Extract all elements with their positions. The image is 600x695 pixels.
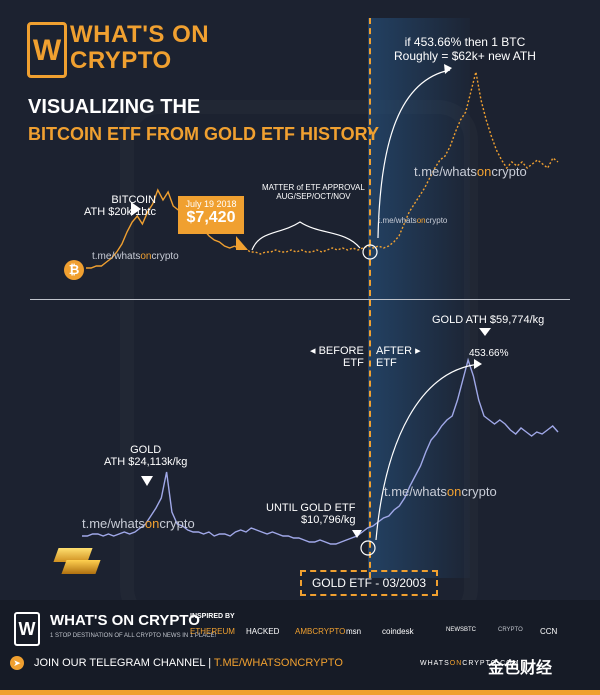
footer-tagline: 1 STOP DESTINATION OF ALL CRYPTO NEWS IN… — [50, 633, 217, 639]
gold-early-ath-line-2: ATH $24,113k/kg — [104, 456, 188, 468]
watermark-btc-small: t.me/whatsoncrypto — [378, 216, 448, 225]
bottom-accent-bar — [0, 690, 600, 695]
after-etf-highlight-band — [368, 18, 470, 578]
partner-ambcrypto[interactable]: AMBCRYPTO — [295, 627, 346, 636]
btc-projection-line-2: Roughly = $62k+ new ATH — [394, 49, 536, 63]
gold-pct-label: 453.66% — [469, 348, 509, 359]
btc-price-date: July 19 2018 — [185, 199, 237, 209]
partner-crypto[interactable]: CRYPTO — [498, 627, 523, 633]
btc-ath-label-1: BITCOIN — [111, 194, 156, 206]
gold-chart — [82, 357, 559, 545]
gold-etf-marker-circle — [360, 540, 376, 556]
btc-projection-arrow — [377, 69, 451, 239]
footer — [0, 600, 600, 695]
partner-msn[interactable]: msn — [346, 627, 362, 636]
approval-annotation: MATTER of ETF APPROVAL AUG/SEP/OCT/NOV — [262, 183, 365, 201]
after-etf-line-1: AFTER ▸ — [376, 345, 421, 357]
approval-brace — [251, 221, 361, 251]
title-line2: BITCOIN ETF FROM GOLD ETF HISTORY — [28, 124, 379, 144]
before-etf-label: ◂ BEFORE ETF — [310, 344, 364, 369]
btc-price-box: July 19 2018 $7,420 — [178, 196, 244, 234]
title-line1: VISUALIZING THE — [28, 96, 201, 118]
website-link[interactable]: WHATSONCRYPTO.COM — [420, 660, 520, 667]
jinse-stamp-watermark: 金色财经 — [488, 660, 553, 677]
telegram-icon: ➤ — [10, 656, 24, 670]
brand-name-line2: CRYPTO — [70, 47, 172, 74]
gold-ath-top-label: GOLD ATH $59,774/kg — [432, 314, 545, 326]
btc-ath-annotation: BITCOIN ATH $20k/1btc — [84, 194, 156, 218]
watermark-gold-left: t.me/whatsoncrypto — [82, 516, 195, 531]
footer-brand: WHAT'S ON CRYPTO — [50, 612, 200, 629]
btc-price-value: $7,420 — [186, 209, 236, 226]
watermark-btc-right: t.me/whatsoncrypto — [414, 164, 527, 179]
gold-series-line — [82, 357, 559, 545]
before-etf-line-2: ETF — [343, 357, 364, 369]
btc-series-line-dotted — [234, 71, 559, 255]
gold-until-annotation: UNTIL GOLD ETF $10,796/kg — [266, 502, 355, 526]
watermark-btc-left: t.me/whatsoncrypto — [92, 251, 179, 262]
brand-name: WHAT'S ON CRYPTO — [70, 22, 209, 74]
price-box-pointer — [236, 236, 248, 250]
footer-logo-icon: W — [14, 612, 40, 646]
partner-ethereum[interactable]: ETHEREUM — [190, 627, 235, 636]
gold-early-ath-pointer — [141, 476, 153, 486]
partner-hacked[interactable]: HACKED — [246, 627, 280, 636]
btc-projection-arrowhead — [444, 64, 452, 74]
brand-name-line1: WHAT'S ON — [70, 21, 210, 48]
gold-until-line-2: $10,796/kg — [301, 514, 356, 526]
btc-etf-marker-circle — [362, 244, 378, 260]
btc-chart — [86, 71, 559, 269]
btc-ath-pointer — [131, 202, 141, 216]
gold-ath-pointer — [479, 328, 491, 336]
etf-divider-line — [369, 18, 371, 578]
telegram-join[interactable]: JOIN OUR TELEGRAM CHANNEL | T.ME/WHATSON… — [34, 657, 343, 669]
after-etf-line-2: ETF — [376, 357, 397, 369]
partner-coindesk[interactable]: coindesk — [382, 627, 414, 636]
gold-until-line-1: UNTIL GOLD ETF — [266, 502, 356, 514]
inspired-by-label: INSPIRED BY — [190, 613, 235, 620]
gold-early-ath-line-1: GOLD — [130, 444, 162, 456]
btc-series-line-solid — [86, 188, 236, 269]
btc-ath-label-2: ATH $20k/1btc — [84, 206, 156, 218]
gold-bar-icon-2 — [61, 560, 101, 574]
gold-etf-date-box: GOLD ETF - 03/2003 — [300, 570, 438, 596]
watermark-gold-right: t.me/whatsoncrypto — [384, 484, 497, 499]
section-divider — [30, 299, 570, 300]
approval-line-1: MATTER of ETF APPROVAL — [262, 183, 365, 192]
approval-line-2: AUG/SEP/OCT/NOV — [276, 192, 351, 201]
bitcoin-icon: ₿ — [64, 260, 84, 280]
telegram-link[interactable]: T.ME/WHATSONCRYPTO — [213, 657, 343, 669]
after-etf-label: AFTER ▸ ETF — [376, 344, 421, 369]
gold-pct-arrow — [375, 363, 481, 541]
btc-projection-annotation: if 453.66% then 1 BTC Roughly = $62k+ ne… — [394, 35, 536, 63]
partner-ccn[interactable]: CCN — [540, 627, 558, 636]
gold-pct-arrowhead — [474, 359, 482, 369]
brand-logo-icon: W — [27, 22, 67, 78]
gold-until-pointer — [352, 530, 362, 538]
gold-early-ath-annotation: GOLD ATH $24,113k/kg — [104, 444, 187, 468]
before-etf-line-1: ◂ BEFORE — [310, 345, 364, 357]
btc-projection-line-1: if 453.66% then 1 BTC — [404, 35, 526, 49]
partner-newsbtc[interactable]: NEWSBTC — [446, 627, 476, 633]
